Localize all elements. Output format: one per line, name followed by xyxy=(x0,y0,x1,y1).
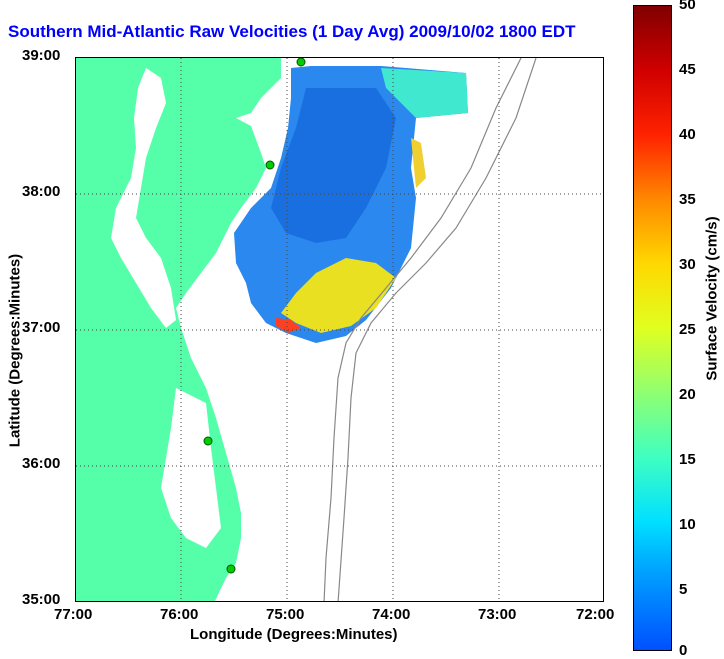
x-tick-label: 76:00 xyxy=(160,606,199,623)
x-tick-label: 72:00 xyxy=(576,606,615,623)
station-marker[interactable] xyxy=(265,160,275,170)
station-marker[interactable] xyxy=(296,58,306,67)
colorbar-tick: 20 xyxy=(679,386,696,403)
colorbar-label: Surface Velocity (cm/s) xyxy=(703,216,721,381)
x-tick-label: 77:00 xyxy=(54,606,93,623)
chart-title: Southern Mid-Atlantic Raw Velocities (1 … xyxy=(8,22,576,41)
colorbar-tick: 35 xyxy=(679,191,696,208)
station-marker[interactable] xyxy=(203,436,213,446)
y-tick-label: 37:00 xyxy=(22,319,61,336)
y-tick-label: 39:00 xyxy=(22,47,61,64)
velocity-field-max xyxy=(276,318,301,333)
grid-lines xyxy=(76,58,603,601)
isobath-line xyxy=(323,58,522,601)
velocity-field-east xyxy=(411,138,426,188)
x-axis-label: Longitude (Degrees:Minutes) xyxy=(190,626,398,643)
colorbar-tick: 5 xyxy=(679,581,688,598)
isobath-line-2 xyxy=(337,58,537,601)
x-tick-label: 73:00 xyxy=(478,606,517,623)
colorbar xyxy=(633,5,672,651)
colorbar-tick: 30 xyxy=(679,256,696,273)
y-tick-label: 35:00 xyxy=(22,591,61,608)
y-tick-label: 38:00 xyxy=(22,183,61,200)
velocity-field-fast xyxy=(281,258,396,333)
sound-water xyxy=(161,388,221,548)
colorbar-tick: 15 xyxy=(679,451,696,468)
x-tick-label: 75:00 xyxy=(266,606,305,623)
colorbar-tick: 10 xyxy=(679,516,696,533)
velocity-field-slow xyxy=(271,88,396,243)
colorbar-tick: 25 xyxy=(679,321,696,338)
colorbar-tick: 0 xyxy=(679,642,688,659)
y-axis-label: Latitude (Degrees:Minutes) xyxy=(6,253,24,448)
y-tick-label: 36:00 xyxy=(22,455,61,472)
map-plot-area[interactable] xyxy=(75,57,604,602)
velocity-field-medium xyxy=(381,68,468,118)
map-svg xyxy=(76,58,603,601)
colorbar-tick: 50 xyxy=(679,0,696,13)
x-tick-label: 74:00 xyxy=(372,606,411,623)
station-marker[interactable] xyxy=(226,564,236,574)
bay-water xyxy=(111,68,176,328)
colorbar-tick: 45 xyxy=(679,61,696,78)
colorbar-tick: 40 xyxy=(679,126,696,143)
